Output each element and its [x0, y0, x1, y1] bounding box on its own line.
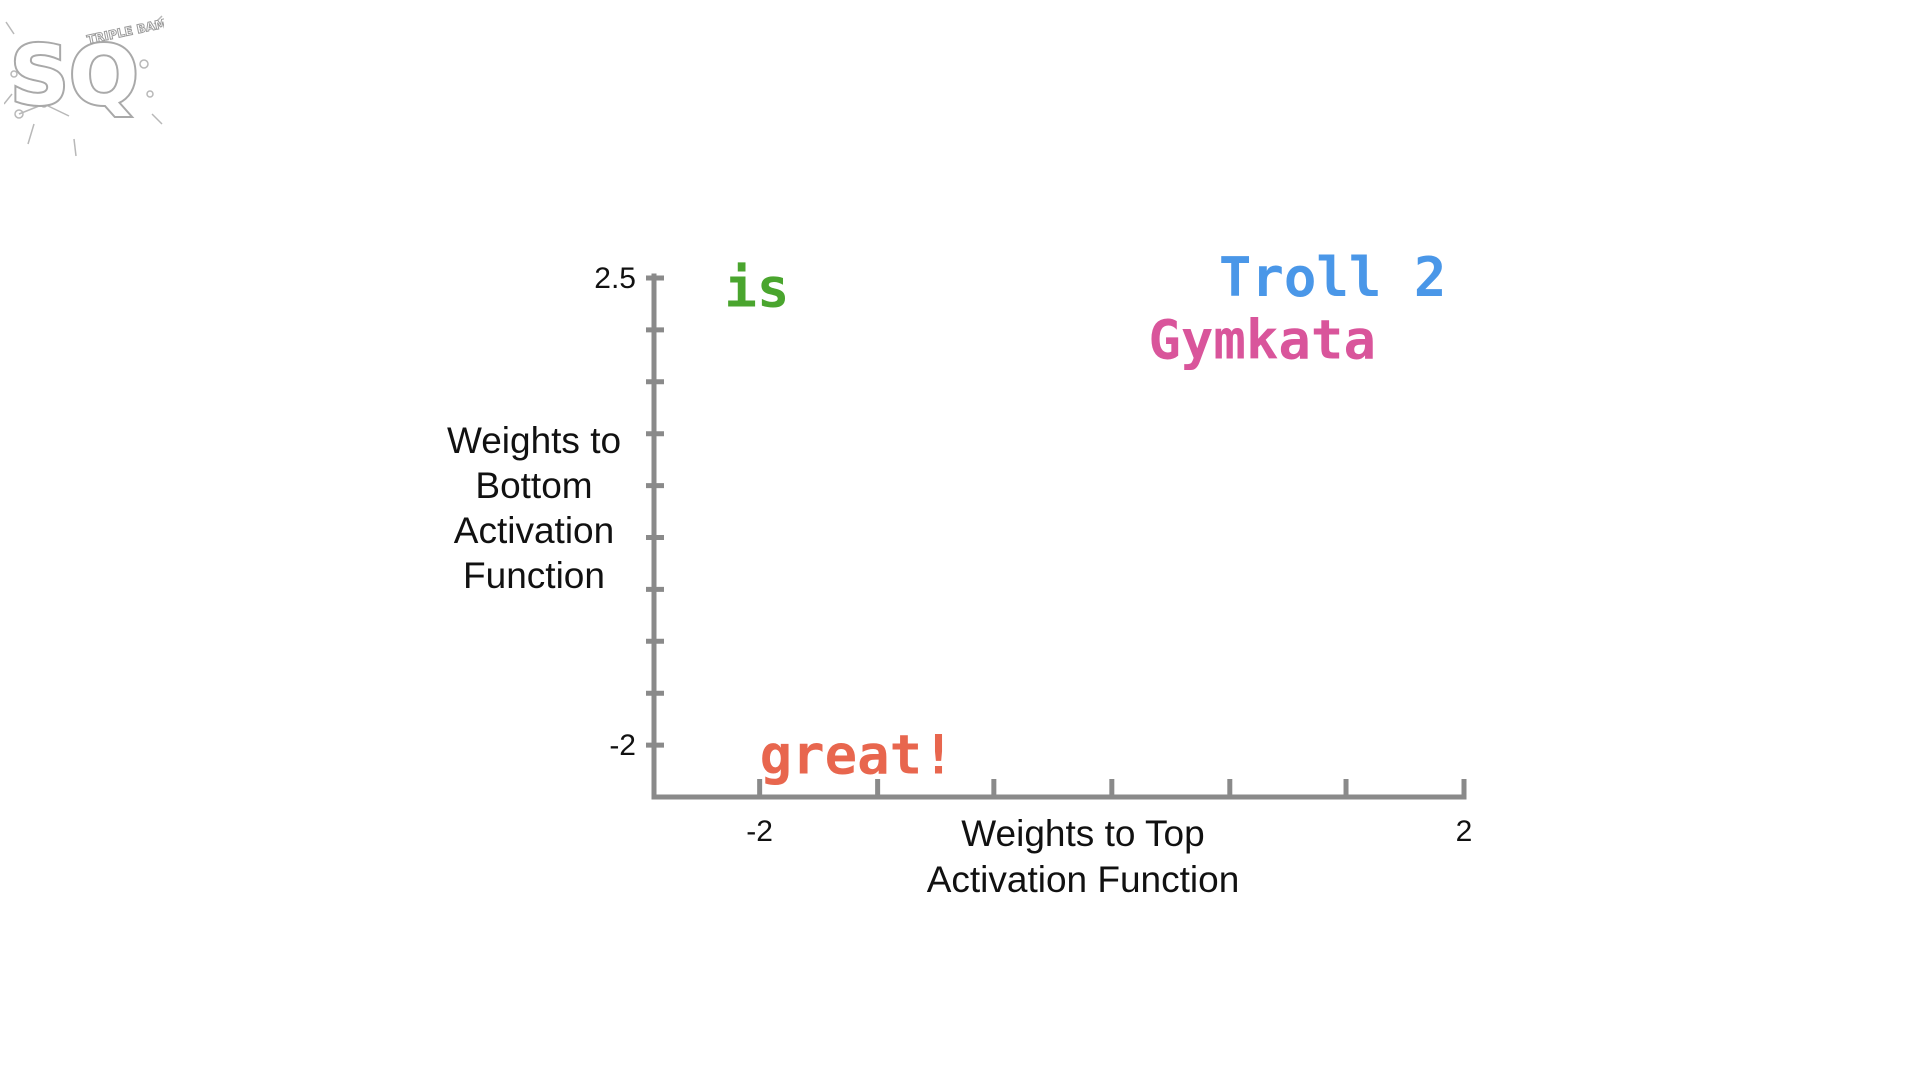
ticks — [646, 275, 1467, 797]
y-axis-title-line-0: Weights to — [447, 420, 621, 461]
point-label-0: is — [724, 256, 789, 319]
x-tick-label-1: 2 — [1456, 815, 1473, 848]
y-axis-title-line-2: Activation — [454, 510, 614, 551]
point-label-2: Gymkata — [1148, 308, 1376, 371]
logo-letters: SQ — [10, 29, 139, 124]
point-label-3: great! — [760, 723, 955, 786]
y-axis-title-line-3: Function — [463, 555, 605, 596]
x-axis-title-line-1: Activation Function — [927, 859, 1240, 900]
x-axis-title: Weights to Top Activation Function — [927, 813, 1240, 900]
x-axis-title-line-0: Weights to Top — [961, 813, 1204, 854]
y-tick-label-0: -2 — [609, 729, 636, 762]
point-label-1: Troll 2 — [1219, 246, 1447, 309]
tick-labels: -2 2 -2 2.5 — [594, 262, 1472, 848]
statquest-logo-icon: SQ TRIPLE BAM!!! — [4, 12, 164, 157]
x-tick-label-0: -2 — [746, 815, 773, 848]
y-tick-label-1: 2.5 — [594, 262, 636, 295]
y-axis-title-line-1: Bottom — [475, 465, 592, 506]
